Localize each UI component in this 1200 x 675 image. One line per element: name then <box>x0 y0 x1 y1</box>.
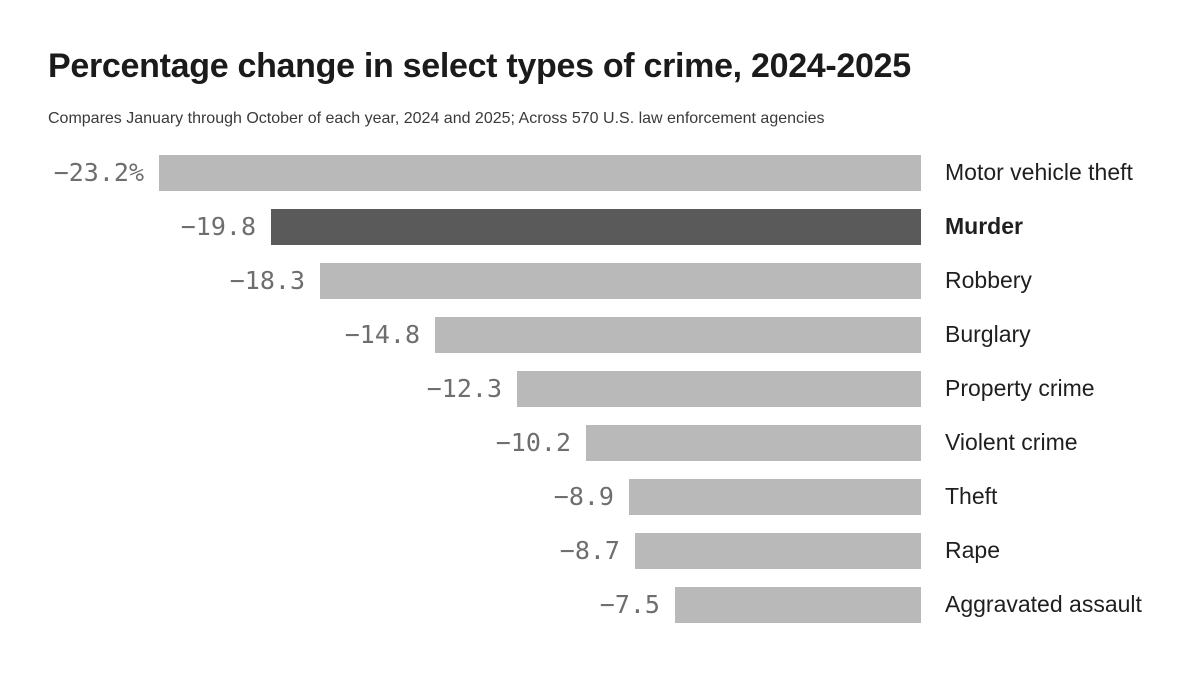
value-label: −8.7 <box>559 536 620 566</box>
bar-area: −19.8 <box>48 208 921 245</box>
bar-area: −8.9 <box>48 478 921 515</box>
bar-area: −10.2 <box>48 424 921 461</box>
value-label: −23.2% <box>53 158 144 188</box>
bar <box>271 208 921 245</box>
bar-area: −12.3 <box>48 370 921 407</box>
bar-area: −14.8 <box>48 316 921 353</box>
category-label: Theft <box>945 483 998 510</box>
category-label: Property crime <box>945 375 1095 402</box>
bar-area: −8.7 <box>48 532 921 569</box>
bar <box>586 424 921 461</box>
bar-row: −8.9 Theft <box>48 470 1152 524</box>
category-label: Murder <box>945 213 1023 240</box>
bar-area: −23.2% <box>48 154 921 191</box>
value-label: −18.3 <box>229 266 305 296</box>
bar <box>629 478 921 515</box>
bar-row: −8.7 Rape <box>48 524 1152 578</box>
chart-title: Percentage change in select types of cri… <box>48 47 911 85</box>
bar-row: −23.2% Motor vehicle theft <box>48 146 1152 200</box>
bar-area: −18.3 <box>48 262 921 299</box>
bar-row: −18.3 Robbery <box>48 254 1152 308</box>
bar-row: −19.8 Murder <box>48 200 1152 254</box>
value-label: −12.3 <box>426 374 502 404</box>
bar <box>635 532 921 569</box>
value-label: −19.8 <box>180 212 256 242</box>
category-label: Rape <box>945 537 1000 564</box>
chart-subtitle: Compares January through October of each… <box>48 109 825 127</box>
bar-row: −14.8 Burglary <box>48 308 1152 362</box>
bar-row: −10.2 Violent crime <box>48 416 1152 470</box>
bar-row: −7.5 Aggravated assault <box>48 578 1152 632</box>
bar <box>675 586 921 623</box>
bar <box>435 316 921 353</box>
bar-chart: −23.2% Motor vehicle theft −19.8 Murder … <box>48 146 1152 632</box>
value-label: −8.9 <box>553 482 614 512</box>
bar <box>159 154 921 191</box>
category-label: Robbery <box>945 267 1032 294</box>
chart-page: Percentage change in select types of cri… <box>48 47 1152 632</box>
category-label: Violent crime <box>945 429 1078 456</box>
value-label: −7.5 <box>599 590 660 620</box>
category-label: Aggravated assault <box>945 591 1142 618</box>
category-label: Burglary <box>945 321 1031 348</box>
bar-area: −7.5 <box>48 586 921 623</box>
bar <box>517 370 921 407</box>
value-label: −10.2 <box>495 428 571 458</box>
category-label: Motor vehicle theft <box>945 159 1133 186</box>
bar-row: −12.3 Property crime <box>48 362 1152 416</box>
value-label: −14.8 <box>344 320 420 350</box>
bar <box>320 262 921 299</box>
